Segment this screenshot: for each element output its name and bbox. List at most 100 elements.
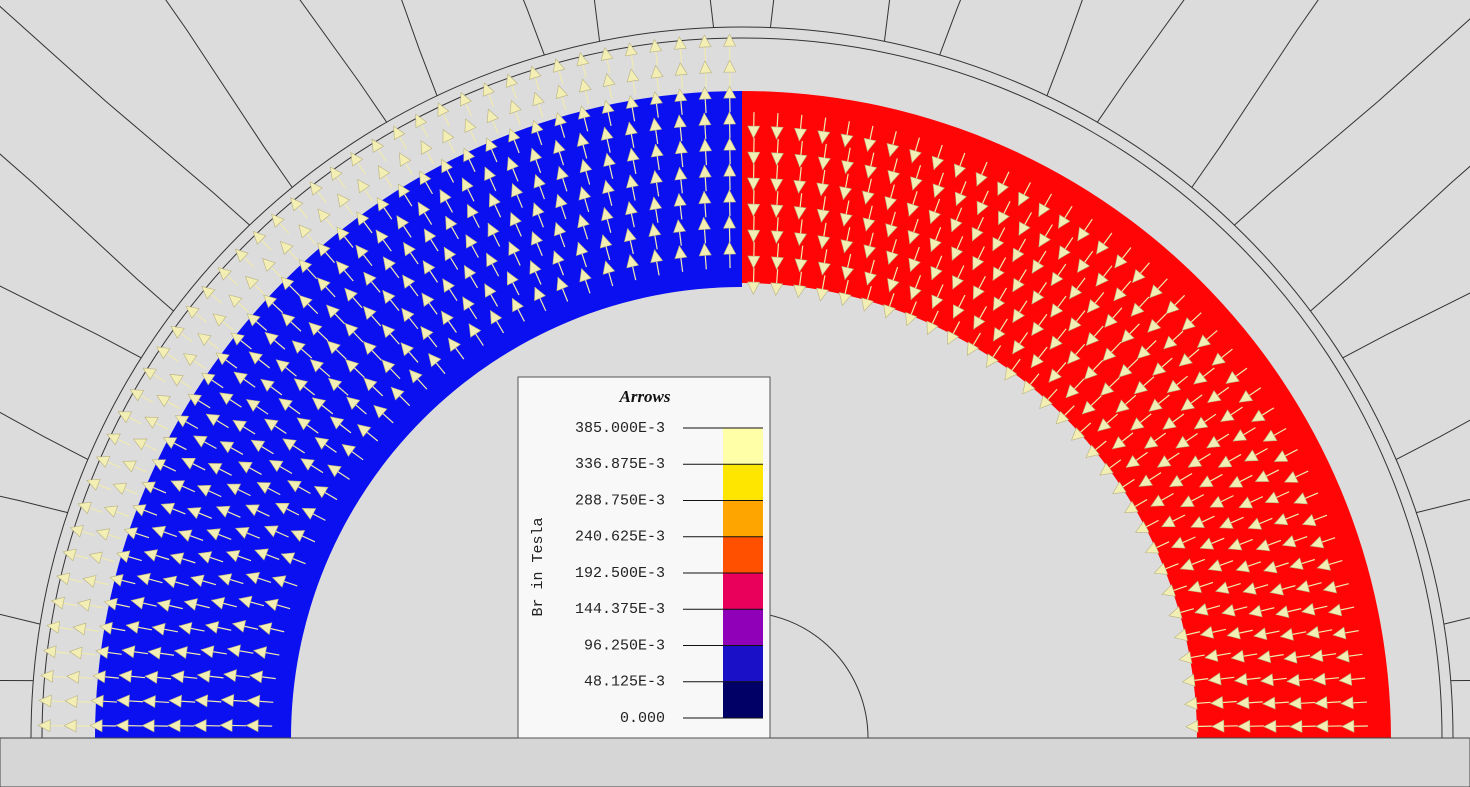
arrow-head	[373, 405, 388, 419]
arrow-head	[1286, 673, 1300, 687]
arrow-head	[1247, 517, 1263, 530]
arrow-head	[1225, 370, 1240, 384]
arrow-head	[531, 119, 544, 134]
arrow-head	[129, 389, 145, 402]
arrow-head	[309, 181, 323, 196]
arrow-head	[228, 294, 243, 308]
arrow-head	[1207, 559, 1223, 572]
arrow-head	[1238, 390, 1254, 403]
stator-slot	[1416, 498, 1470, 514]
arrow-head	[37, 719, 51, 733]
arrow-head	[223, 669, 237, 683]
arrow-head	[439, 189, 452, 204]
arrow-head	[861, 297, 874, 312]
arrow-head	[419, 170, 432, 186]
arrow-head	[409, 369, 423, 384]
arrow-head	[196, 669, 211, 683]
arrow-head	[649, 117, 663, 132]
arrow-head	[952, 275, 964, 290]
arrow-head	[397, 183, 411, 198]
legend-swatch	[723, 609, 763, 646]
arrow-head	[928, 209, 941, 225]
arrow-head	[600, 46, 614, 61]
arrow-head	[698, 34, 712, 48]
arrow-head	[1012, 277, 1025, 293]
arrow-head	[187, 507, 202, 520]
arrow-head	[1173, 628, 1188, 642]
arrow-head	[723, 59, 737, 73]
arrow-head	[464, 118, 477, 133]
arrow-head	[1221, 603, 1236, 617]
arrow-head	[747, 229, 761, 243]
arrow-head	[300, 458, 315, 471]
arrow-head	[1316, 558, 1332, 571]
arrow-head	[698, 216, 711, 231]
arrow-head	[1219, 516, 1234, 529]
stator-slot	[0, 153, 174, 312]
arrow-head	[210, 597, 226, 610]
arrow-head	[1253, 627, 1268, 641]
arrow-head	[1065, 384, 1080, 399]
arrow-head	[77, 501, 92, 514]
arrow-head	[626, 68, 640, 83]
arrow-head	[509, 211, 522, 227]
arrow-head	[1031, 321, 1045, 336]
arrow-head	[485, 137, 498, 152]
arrow-head	[673, 192, 687, 207]
arrow-head	[106, 433, 121, 446]
arrow-head	[1102, 347, 1117, 362]
arrow-head	[886, 142, 900, 158]
arrow-head	[1180, 495, 1195, 508]
arrow-head	[1095, 272, 1109, 287]
arrow-head	[508, 241, 521, 256]
arrow-head	[863, 244, 877, 259]
arrow-head	[178, 622, 193, 635]
arrow-head	[1211, 719, 1225, 733]
arrow-head	[363, 305, 377, 320]
arrow-head	[1293, 492, 1308, 505]
arrow-head	[929, 237, 942, 253]
legend-level: 288.750E-3	[575, 492, 665, 509]
arrow-head	[1038, 202, 1051, 218]
arrow-head	[442, 278, 455, 293]
arrow-head	[578, 186, 592, 201]
arrow-head	[326, 340, 341, 355]
arrow-head	[555, 193, 568, 209]
arrow-head	[1236, 696, 1250, 710]
arrow-head	[649, 38, 663, 53]
arrow-head	[1340, 696, 1354, 710]
legend-level: 48.125E-3	[584, 674, 665, 691]
arrow-head	[794, 154, 808, 168]
arrow-head	[1031, 290, 1045, 305]
arrow-head	[1187, 580, 1202, 593]
arrow-head	[1048, 368, 1062, 383]
stator-slot	[1046, 0, 1083, 96]
arrow-head	[441, 158, 453, 174]
arrow-head	[966, 341, 980, 356]
arrow-head	[1171, 536, 1186, 549]
arrow-head	[345, 359, 360, 373]
arrow-head	[1207, 672, 1222, 686]
arrow-head	[201, 286, 216, 300]
arrow-head	[420, 325, 434, 341]
arrow-head	[600, 126, 614, 141]
arrow-head	[103, 597, 118, 611]
arrow-head	[579, 78, 592, 93]
arrow-head	[816, 208, 830, 223]
arrow-head	[863, 137, 877, 152]
arrow-head	[1085, 444, 1100, 458]
arrow-head	[650, 143, 664, 158]
arrow-head	[1179, 558, 1195, 571]
arrow-head	[1130, 302, 1145, 317]
arrow-head	[66, 670, 80, 684]
arrow-head	[1168, 606, 1183, 619]
arrow-head	[317, 242, 331, 257]
arrow-head	[909, 148, 922, 164]
arrow-head	[673, 36, 687, 50]
arrow-head	[197, 551, 213, 564]
arrow-head	[56, 572, 71, 586]
arrow-head	[1096, 240, 1110, 255]
arrow-head	[428, 353, 442, 368]
arrow-head	[1144, 435, 1159, 449]
arrow-head	[1199, 537, 1215, 550]
